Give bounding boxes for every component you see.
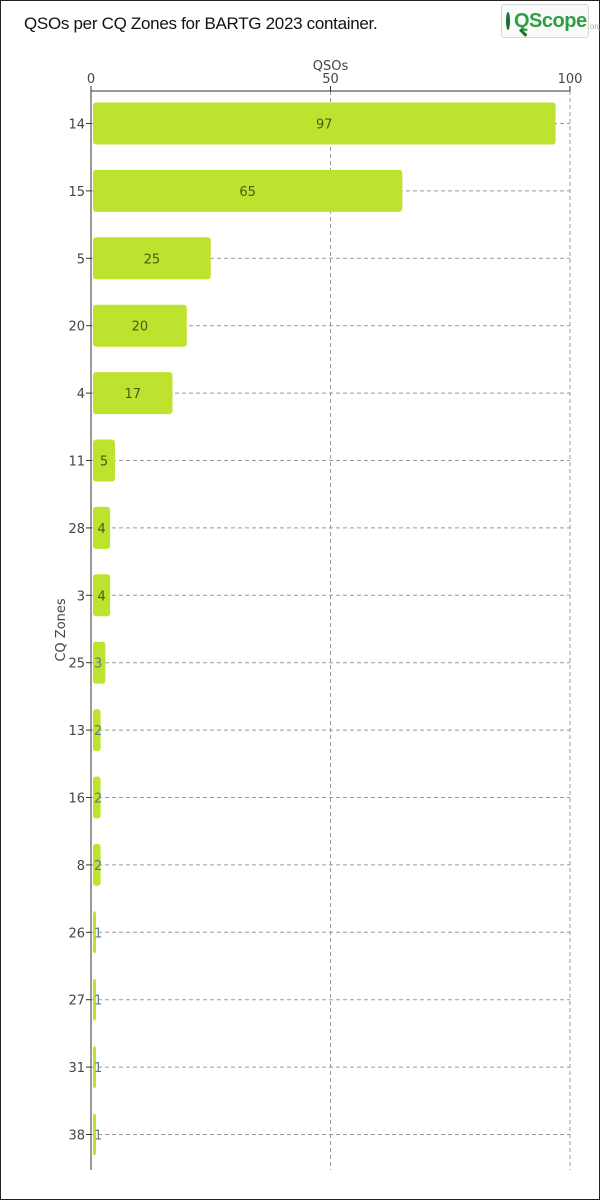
y-tick-label: 25 xyxy=(68,657,85,672)
logo-word: QScope xyxy=(514,9,587,32)
y-tick-label: 38 xyxy=(68,1129,85,1144)
logo-suffix: .org xyxy=(587,21,600,31)
bar-value-label: 5 xyxy=(100,455,108,470)
bar[interactable] xyxy=(93,709,101,752)
y-tick-label: 31 xyxy=(68,1061,85,1076)
qscope-logo[interactable]: QScope .org xyxy=(501,4,600,38)
bar-value-label: 2 xyxy=(94,859,102,874)
bar-value-label: 1 xyxy=(94,926,102,941)
axes: 0 50 100QSOs1415520411283251316826273138CQ… xyxy=(54,59,582,1170)
x-tick-label: 50 xyxy=(322,72,339,87)
bar[interactable] xyxy=(93,1046,96,1089)
y-tick-label: 4 xyxy=(77,387,85,402)
bar-value-label: 2 xyxy=(94,724,102,739)
y-tick-label: 15 xyxy=(68,185,85,200)
y-tick-label: 5 xyxy=(77,252,85,267)
bar[interactable] xyxy=(93,169,403,212)
x-tick-label: 100 xyxy=(558,72,583,87)
bar-value-label: 17 xyxy=(124,387,141,402)
bar[interactable] xyxy=(93,641,106,684)
bar-value-label: 1 xyxy=(94,1129,102,1144)
y-tick-label: 14 xyxy=(68,118,85,133)
y-axis-label: CQ Zones xyxy=(54,598,69,662)
bar[interactable] xyxy=(93,776,101,819)
bar-value-label: 3 xyxy=(94,657,102,672)
bar-value-label: 4 xyxy=(97,522,105,537)
bar-value-label: 4 xyxy=(97,589,105,604)
bar[interactable] xyxy=(93,237,211,280)
bar[interactable] xyxy=(93,102,556,145)
y-tick-label: 26 xyxy=(68,926,85,941)
bar[interactable] xyxy=(93,1113,96,1156)
y-tick-label: 20 xyxy=(68,320,85,335)
y-tick-label: 13 xyxy=(68,724,85,739)
bar[interactable] xyxy=(93,574,111,617)
bar[interactable] xyxy=(93,372,173,415)
bars: 97 65 25 20 17 5 4 4 3 2 2 2 1 1 1 1 xyxy=(93,102,556,1156)
bar-value-label: 25 xyxy=(144,252,161,267)
bar-value-label: 1 xyxy=(94,994,102,1009)
y-tick-label: 11 xyxy=(68,455,85,470)
bar-value-label: 2 xyxy=(94,792,102,807)
bar-value-label: 65 xyxy=(239,185,256,200)
magnifier-icon xyxy=(506,12,510,30)
chart-title: QSOs per CQ Zones for BARTG 2023 contain… xyxy=(24,14,378,33)
y-tick-label: 27 xyxy=(68,994,85,1009)
bar[interactable] xyxy=(93,506,111,549)
bar[interactable] xyxy=(93,304,187,347)
bar[interactable] xyxy=(93,843,101,886)
bar[interactable] xyxy=(93,911,96,954)
x-tick-label: 0 xyxy=(87,72,95,87)
bar[interactable] xyxy=(93,439,115,482)
bar-value-label: 1 xyxy=(94,1061,102,1076)
bar-value-label: 97 xyxy=(316,118,333,133)
x-axis-label: QSOs xyxy=(313,59,349,74)
y-tick-label: 3 xyxy=(77,589,85,604)
y-tick-label: 16 xyxy=(68,792,85,807)
bar-value-label: 20 xyxy=(132,320,149,335)
y-tick-label: 28 xyxy=(68,522,85,537)
y-tick-label: 8 xyxy=(77,859,85,874)
bar[interactable] xyxy=(93,978,96,1021)
